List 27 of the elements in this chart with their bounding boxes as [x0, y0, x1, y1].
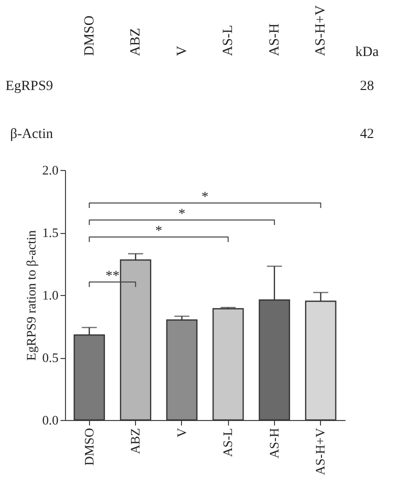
text: ABZ	[128, 28, 144, 56]
y-tick-label: 0.5	[42, 350, 58, 365]
x-tick-label: AS-H+V	[312, 427, 328, 476]
annotation: *	[178, 207, 186, 222]
x-tick-label: DMSO	[81, 428, 96, 466]
x-tick-label: ABZ	[128, 428, 143, 454]
y-tick-label: 0.0	[42, 412, 58, 428]
annotation: **	[105, 269, 120, 284]
text: EgRPS9	[6, 79, 53, 94]
text: V	[174, 46, 190, 56]
text: AS-H+V	[314, 5, 329, 56]
text: 42	[360, 127, 374, 142]
y-axis-title: EgRPS9 ration to β-actin	[23, 230, 38, 361]
y-tick-label: 2.0	[42, 162, 58, 178]
text: AS-L	[221, 24, 236, 56]
text: kDa	[355, 45, 380, 60]
y-tick-label: 1.0	[42, 288, 58, 302]
y-tick-label: 1.5	[42, 225, 58, 240]
x-tick-label: AS-L	[220, 428, 236, 457]
text: 28	[360, 79, 374, 94]
text: DMSO	[82, 16, 98, 56]
annotation: *	[155, 224, 162, 239]
text: AS-H	[267, 23, 282, 56]
x-tick-label: AS-H	[266, 428, 282, 458]
x-tick-label: V	[174, 427, 189, 438]
text: β-Actin	[10, 127, 53, 142]
annotation: *	[202, 190, 208, 205]
